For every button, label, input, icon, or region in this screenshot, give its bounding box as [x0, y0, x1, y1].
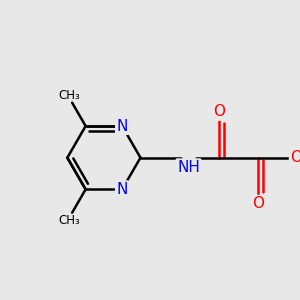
Text: NH: NH — [177, 160, 200, 175]
Text: O: O — [213, 104, 225, 119]
Text: N: N — [116, 182, 128, 197]
Text: O: O — [290, 150, 300, 165]
Text: O: O — [252, 196, 264, 211]
Text: N: N — [116, 118, 128, 134]
Text: CH₃: CH₃ — [58, 88, 80, 101]
Text: CH₃: CH₃ — [58, 214, 80, 227]
